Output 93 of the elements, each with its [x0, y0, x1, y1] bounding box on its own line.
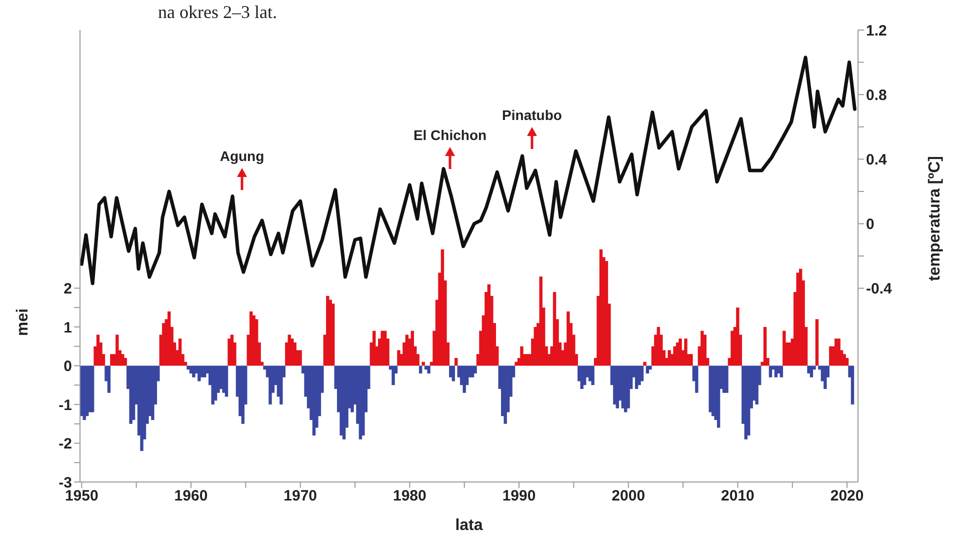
bar: [110, 354, 114, 366]
bar: [211, 366, 214, 404]
y-tick-label: -1: [58, 396, 72, 414]
bar: [268, 366, 272, 404]
annotation: El Chichon: [413, 127, 487, 143]
bar: [392, 366, 395, 386]
bar: [842, 354, 846, 366]
bar: [747, 366, 750, 436]
bar: [116, 334, 119, 366]
bar: [203, 366, 206, 378]
bar: [452, 366, 455, 382]
bar: [566, 311, 570, 366]
bar: [695, 366, 698, 393]
bar: [755, 366, 758, 404]
bar: [162, 323, 166, 366]
bar: [198, 366, 201, 382]
bar: [591, 366, 594, 386]
bar: [643, 362, 646, 366]
y-tick-label: 2: [64, 280, 72, 298]
bar: [427, 366, 430, 374]
bar: [397, 350, 400, 366]
text: na okres 2–3 lat.: [158, 2, 277, 23]
bar: [690, 354, 693, 366]
bar: [648, 366, 652, 370]
bar: [454, 358, 458, 366]
bar: [626, 366, 630, 408]
bar: [807, 366, 810, 374]
annotation: Pinatubo: [502, 107, 562, 123]
bar: [462, 366, 466, 393]
y-tick-label: -2: [58, 436, 72, 453]
line-series: [80, 56, 856, 286]
bar: [815, 319, 819, 366]
y-tick-label: 1: [64, 319, 72, 336]
x-tick-label: 2020: [830, 488, 864, 505]
bar: [326, 296, 330, 366]
x-tick-label: 2000: [612, 488, 646, 505]
bar: [224, 366, 228, 397]
bar: [703, 334, 706, 366]
bar: [129, 366, 132, 424]
bar: [768, 366, 772, 378]
bar: [700, 330, 704, 366]
bar: [673, 346, 676, 366]
bar: [782, 330, 786, 366]
bar: [449, 366, 452, 378]
bar: [151, 366, 154, 420]
y2-tick-label: 0.4: [866, 151, 888, 168]
bar: [121, 354, 124, 366]
bar: [824, 366, 827, 389]
y-axis-title: mei: [14, 308, 32, 336]
bar: [684, 338, 688, 366]
bar: [280, 366, 283, 404]
y-tick-label: 0: [64, 358, 72, 376]
bar: [422, 362, 425, 366]
bar: [293, 342, 296, 366]
bar: [332, 304, 335, 366]
bar: [638, 366, 641, 386]
x-tick-label: 1970: [284, 488, 318, 505]
x-tick-label: 2010: [721, 488, 754, 505]
bar: [613, 366, 616, 404]
bar: [228, 338, 231, 366]
bar: [124, 358, 127, 366]
bar: [520, 346, 524, 366]
y2-axis-title: temperatura [ºC]: [926, 156, 944, 281]
bar: [736, 308, 740, 366]
bar: [810, 366, 814, 378]
bar: [730, 330, 734, 366]
x-tick-label: 1960: [174, 488, 208, 505]
bar: [837, 338, 840, 366]
bar: [474, 366, 477, 374]
bar: [845, 358, 849, 366]
y2-tick-label: 1.2: [866, 22, 887, 40]
bar: [340, 366, 343, 436]
bar: [678, 338, 682, 366]
bar: [418, 366, 422, 374]
x-tick-label: 1980: [392, 488, 426, 505]
bar: [186, 366, 190, 370]
annotation: Agung: [220, 148, 264, 164]
y2-tick-label: -0.4: [866, 280, 893, 298]
bar: [90, 366, 94, 412]
bar: [192, 366, 196, 378]
bar: [725, 366, 728, 393]
bar: [107, 366, 111, 393]
bar: [362, 366, 365, 436]
bar: [298, 350, 302, 366]
y2-tick-label: 0.8: [866, 86, 887, 104]
y2-tick-label: 0: [866, 216, 874, 234]
bar: [850, 366, 854, 404]
bar: [829, 346, 832, 366]
bar: [640, 366, 644, 382]
bar: [763, 326, 767, 366]
x-tick-label: 1990: [502, 488, 536, 505]
bar: [780, 366, 784, 378]
x-axis-title: lata: [455, 517, 483, 534]
